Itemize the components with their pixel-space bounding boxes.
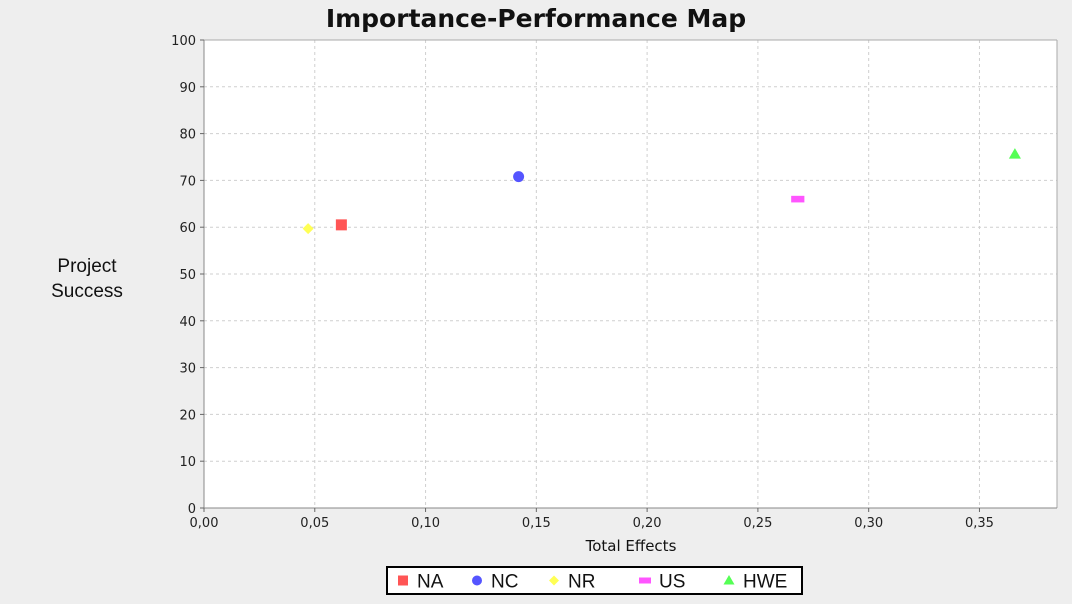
chart-title: Importance-Performance Map	[326, 4, 746, 33]
y-axis-label: Project Success	[51, 256, 123, 302]
y-tick-label: 10	[179, 455, 196, 470]
x-axis-label: Total Effects	[585, 537, 677, 555]
y-tick-label: 80	[179, 128, 196, 143]
legend-box	[386, 566, 803, 595]
legend-marker-na	[398, 575, 408, 586]
y-tick-label: 40	[179, 315, 196, 330]
data-point-us	[791, 195, 805, 203]
x-tick-label: 0,25	[743, 516, 772, 531]
legend-label-us: US	[659, 572, 685, 593]
legend-marker-nr	[549, 575, 559, 586]
x-tick-label: 0,15	[522, 516, 551, 531]
y-tick-label: 100	[171, 34, 196, 49]
x-tick-label: 0,00	[190, 516, 219, 531]
legend-label-nr: NR	[568, 572, 595, 593]
tick-labels: 0 10 20 30 40 50 60 70 80 90 100 0,00 0,05 0,10 0,15 0,…	[171, 34, 994, 531]
y-tick-label: 50	[179, 268, 196, 283]
data-point-nr	[302, 223, 314, 235]
x-tick-label: 0,05	[300, 516, 329, 531]
legend-label-na: NA	[417, 572, 444, 593]
gridlines	[204, 39, 1057, 508]
legend: NA NC NR US HWE	[386, 566, 803, 595]
y-tick-label: 90	[179, 81, 196, 96]
legend-label-hwe: HWE	[743, 572, 787, 593]
axes	[200, 39, 1058, 512]
data-point-hwe	[1008, 148, 1021, 159]
y-tick-label: 70	[179, 174, 196, 189]
legend-marker-nc	[472, 575, 482, 586]
data-points	[302, 148, 1021, 235]
y-tick-label: 20	[179, 408, 196, 423]
legend-marker-hwe	[723, 575, 735, 585]
x-tick-label: 0,35	[965, 516, 994, 531]
y-tick-label: 60	[179, 221, 196, 236]
x-tick-label: 0,20	[633, 516, 662, 531]
y-tick-label: 0	[188, 502, 196, 517]
y-tick-label: 30	[179, 362, 196, 377]
x-tick-label: 0,10	[411, 516, 440, 531]
legend-label-nc: NC	[491, 572, 518, 593]
data-point-na	[335, 219, 347, 231]
x-tick-label: 0,30	[854, 516, 883, 531]
legend-marker-us	[639, 577, 651, 584]
data-point-nc	[513, 171, 525, 183]
